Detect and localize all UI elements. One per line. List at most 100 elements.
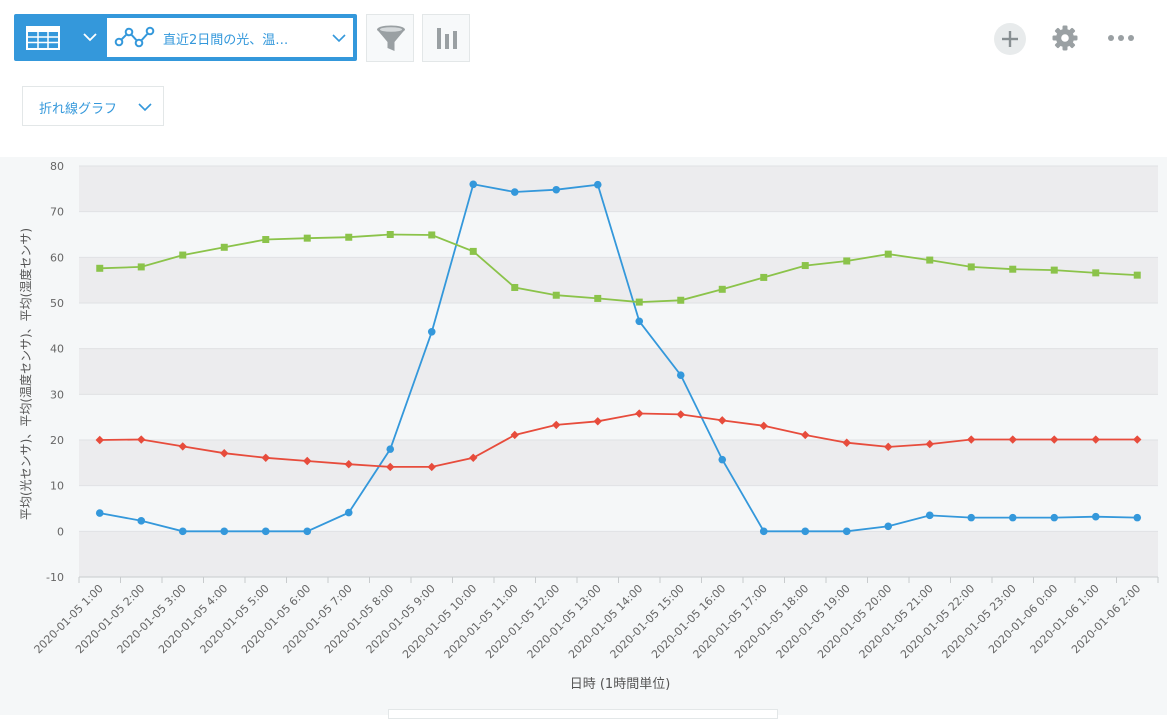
y-tick-label: 80 — [50, 160, 64, 173]
data-point — [345, 233, 353, 241]
data-point — [676, 410, 685, 419]
data-point — [511, 283, 519, 291]
data-point — [552, 291, 560, 299]
data-point — [1050, 435, 1059, 444]
y-tick-label: 40 — [50, 343, 64, 356]
chart-area: -10 0 10 20 30 40 50 60 70 80 2020-01-05 1:00 2020… — [0, 157, 1167, 715]
data-point — [801, 262, 809, 270]
data-point — [677, 296, 685, 304]
chevron-down-icon[interactable] — [82, 31, 98, 43]
data-point — [593, 180, 602, 189]
data-point — [1091, 435, 1100, 444]
data-point — [510, 430, 519, 440]
plot-band — [79, 531, 1158, 577]
data-point — [884, 522, 893, 531]
x-tick-label: 2020-01-05 16:00 — [649, 582, 728, 661]
data-point — [95, 435, 104, 445]
data-point — [220, 527, 229, 536]
chart-settings-button[interactable] — [422, 14, 470, 62]
data-point — [1050, 513, 1059, 522]
data-point — [303, 456, 312, 466]
data-point — [261, 527, 270, 536]
data-point — [801, 430, 810, 440]
data-point — [760, 273, 768, 281]
data-point — [386, 445, 395, 453]
data-point — [884, 250, 892, 258]
x-tick-label: 2020-01-05 19:00 — [774, 582, 853, 661]
table-icon[interactable] — [26, 26, 60, 50]
line-chart: -10 0 10 20 30 40 50 60 70 80 2020-01-05 1:00 2020… — [18, 160, 1159, 692]
data-point — [179, 251, 187, 259]
data-point — [759, 421, 768, 431]
chart-type-select[interactable]: 折れ線グラフ — [22, 86, 164, 126]
y-tick-label: 20 — [50, 434, 64, 447]
bottom-panel-edge — [388, 709, 778, 719]
plot-band — [79, 348, 1158, 395]
bar-chart-icon — [437, 28, 457, 49]
x-tick-label: 2020-01-05 13:00 — [525, 582, 604, 661]
data-point — [386, 231, 394, 238]
data-point — [344, 508, 353, 517]
data-point — [427, 462, 436, 472]
data-point — [261, 453, 270, 463]
x-tick-label: 2020-01-05 20:00 — [815, 582, 894, 661]
data-point — [1133, 435, 1142, 444]
data-point — [178, 527, 187, 536]
data-point — [967, 513, 976, 522]
x-tick-label: 2020-01-05 11:00 — [442, 582, 521, 661]
data-point — [344, 460, 353, 469]
data-point — [96, 264, 104, 272]
data-point — [303, 527, 312, 536]
data-point — [1008, 435, 1017, 444]
x-tick-label: 2020-01-05 21:00 — [857, 582, 936, 661]
line-chart-icon — [114, 26, 155, 48]
series-line — [99, 183, 1138, 533]
data-point — [1050, 266, 1058, 274]
data-point — [1009, 265, 1017, 273]
y-tick-label: 50 — [50, 297, 64, 310]
plot-band — [79, 166, 1158, 212]
y-tick-label: 70 — [50, 206, 64, 219]
x-tick-label: 2020-01-05 17:00 — [691, 582, 770, 661]
data-point — [552, 185, 561, 194]
plot-band — [79, 440, 1158, 486]
graph-selector[interactable]: 直近2日間の光、温… — [107, 18, 353, 57]
data-point — [718, 455, 727, 464]
more-icon[interactable] — [1107, 32, 1135, 44]
y-axis-title: 平均(光センサ)、平均(温度センサ)、平均(湿度センサ) — [18, 228, 33, 520]
chart-type-label: 折れ線グラフ — [39, 102, 118, 117]
data-point — [635, 317, 644, 326]
data-point — [718, 416, 727, 425]
data-point — [262, 236, 270, 244]
x-tick-label: 2020-01-05 12:00 — [483, 582, 562, 661]
data-point — [469, 180, 478, 189]
data-point — [552, 420, 561, 430]
data-point — [1133, 271, 1141, 279]
data-point — [469, 247, 477, 255]
series-line — [99, 412, 1138, 468]
filter-button[interactable] — [366, 14, 414, 62]
data-point — [428, 231, 436, 239]
series-line — [99, 233, 1138, 304]
plus-icon[interactable] — [993, 22, 1027, 56]
data-point — [1133, 513, 1142, 522]
plot-band — [79, 257, 1158, 303]
y-tick-label: 10 — [50, 480, 64, 493]
data-point — [926, 256, 934, 264]
x-axis-title: 日時 (1時間単位) — [570, 676, 671, 692]
graph-name: 直近2日間の光、温… — [163, 33, 289, 48]
data-point — [676, 371, 685, 379]
x-tick-label: 2020-01-05 23:00 — [940, 582, 1019, 661]
data-point — [843, 257, 851, 265]
data-point — [303, 234, 311, 242]
data-point — [1092, 269, 1100, 277]
data-point — [925, 511, 934, 520]
view-selector[interactable]: 直近2日間の光、温… — [14, 14, 357, 61]
data-point — [635, 409, 644, 418]
data-point — [178, 442, 187, 451]
y-tick-label: 30 — [50, 388, 64, 401]
y-tick-label: -10 — [46, 571, 64, 584]
y-tick-label: 0 — [57, 525, 64, 538]
gear-icon[interactable] — [1052, 25, 1078, 51]
y-tick-label: 60 — [50, 251, 64, 264]
